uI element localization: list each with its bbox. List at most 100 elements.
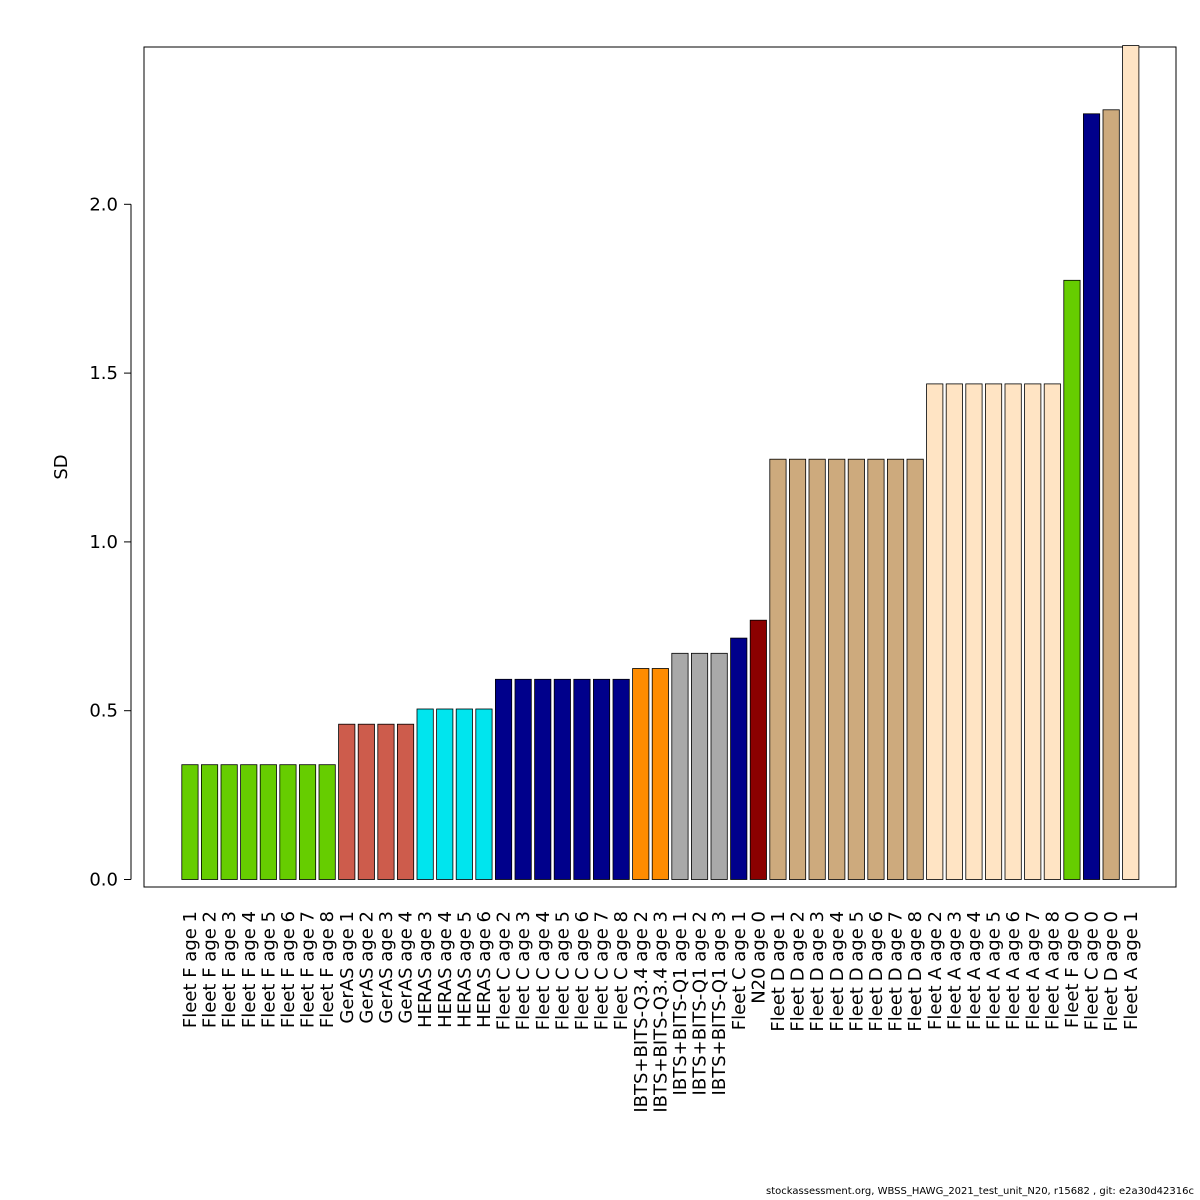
- y-axis-label: SD: [51, 454, 72, 479]
- bar: [847, 458, 865, 880]
- bar: [514, 678, 532, 880]
- bar: [808, 458, 826, 880]
- y-tick-label: 0.5: [89, 701, 118, 722]
- x-tick-label: HERAS age 5: [454, 911, 475, 1028]
- y-tick-label: 2.0: [89, 194, 118, 215]
- x-tick-label: Fleet D age 4: [827, 911, 848, 1032]
- x-tick-label: Fleet F age 1: [180, 911, 201, 1028]
- bar: [396, 723, 415, 880]
- bar: [455, 708, 473, 880]
- x-tick-label: IBTS+BITS-Q3.4 age 3: [650, 911, 671, 1113]
- bar: [200, 764, 219, 880]
- bar: [1102, 109, 1120, 880]
- x-tick-label: Fleet C age 6: [572, 911, 593, 1030]
- bar: [906, 458, 924, 880]
- bar: [671, 652, 689, 880]
- x-tick-label: GerAS age 2: [356, 911, 377, 1024]
- x-tick-label: Fleet D age 8: [905, 911, 926, 1032]
- x-tick-label: GerAS age 4: [396, 911, 417, 1024]
- x-tick-label: Fleet A age 5: [984, 911, 1005, 1030]
- x-tick-label: Fleet D age 0: [1101, 911, 1122, 1032]
- bar: [691, 652, 709, 880]
- x-tick-label: IBTS+BITS-Q1 age 3: [709, 911, 730, 1095]
- bar: [279, 764, 297, 880]
- bar: [338, 723, 356, 880]
- bar: [710, 652, 728, 880]
- y-tick-label: 0.0: [89, 870, 118, 891]
- x-tick-label: Fleet D age 1: [768, 911, 789, 1032]
- x-tick-label: Fleet C age 1: [729, 911, 750, 1030]
- bar: [181, 764, 199, 880]
- x-tick-label: Fleet A age 8: [1042, 911, 1063, 1030]
- bar: [377, 723, 395, 880]
- x-tick-label: Fleet C age 5: [552, 911, 573, 1030]
- x-tick-label: Fleet F age 5: [258, 911, 279, 1028]
- x-tick-label: Fleet A age 6: [1003, 911, 1024, 1030]
- bar: [298, 764, 317, 880]
- x-tick-label: Fleet A age 2: [925, 911, 946, 1030]
- bar: [240, 764, 258, 880]
- x-tick-label: Fleet C age 2: [494, 911, 515, 1030]
- x-tick-label: Fleet F age 7: [298, 911, 319, 1028]
- bar: [416, 708, 434, 880]
- x-tick-label: Fleet F age 0: [1062, 911, 1083, 1028]
- bar: [945, 383, 963, 880]
- bar: [887, 458, 905, 880]
- bar: [259, 764, 277, 880]
- footer-caption: stockassessment.org, WBSS_HAWG_2021_test…: [766, 1186, 1194, 1197]
- x-tick-label: IBTS+BITS-Q1 age 1: [670, 911, 691, 1095]
- bar: [985, 383, 1003, 880]
- x-tick-label: IBTS+BITS-Q3.4 age 2: [631, 911, 652, 1113]
- x-tick-label: HERAS age 4: [435, 911, 456, 1028]
- bar: [494, 678, 513, 880]
- x-tick-label: Fleet D age 3: [807, 911, 828, 1032]
- bar: [926, 383, 944, 880]
- x-tick-label: Fleet A age 4: [964, 911, 985, 1030]
- x-tick-label: Fleet F age 8: [317, 911, 338, 1028]
- x-tick-label: Fleet D age 6: [866, 911, 887, 1032]
- x-tick-label: Fleet C age 8: [611, 911, 632, 1030]
- bar: [789, 458, 807, 880]
- x-tick-label: Fleet A age 3: [944, 911, 965, 1030]
- x-tick-label: Fleet A age 1: [1121, 911, 1142, 1030]
- bar: [730, 637, 748, 880]
- bar: [220, 764, 238, 880]
- bar: [1063, 279, 1081, 880]
- plot-frame: [143, 46, 1177, 888]
- bar: [534, 678, 552, 880]
- y-tick-label: 1.5: [89, 363, 118, 384]
- y-tick-label: 1.0: [89, 532, 118, 553]
- bar: [553, 678, 571, 880]
- x-tick-label: Fleet C age 4: [533, 911, 554, 1030]
- x-tick-label: IBTS+BITS-Q1 age 2: [690, 911, 711, 1095]
- x-tick-label: Fleet F age 4: [239, 911, 260, 1028]
- x-tick-label: Fleet F age 3: [219, 911, 240, 1028]
- y-axis: 0.0 0.5 1.0 1.5 2.0: [89, 194, 132, 891]
- bar: [357, 723, 375, 880]
- bar: [651, 668, 669, 880]
- bar: [1122, 45, 1140, 880]
- bar: [1004, 383, 1022, 880]
- x-tick-label: Fleet D age 2: [788, 911, 809, 1032]
- bar: [436, 708, 454, 880]
- x-tick-label: Fleet C age 0: [1082, 911, 1103, 1030]
- bar: [475, 708, 493, 880]
- bar: [318, 764, 336, 880]
- bar: [1024, 383, 1042, 880]
- bar: [749, 619, 767, 880]
- x-tick-label: Fleet F age 6: [278, 911, 299, 1028]
- bar: [632, 668, 650, 880]
- x-tick-label: Fleet C age 3: [513, 911, 534, 1030]
- bar: [1043, 383, 1061, 880]
- x-tick-label: Fleet C age 7: [592, 911, 613, 1030]
- bar: [828, 458, 846, 880]
- x-tick-label: Fleet D age 5: [846, 911, 867, 1032]
- x-tick-label: HERAS age 3: [415, 911, 436, 1028]
- bar: [965, 383, 983, 880]
- x-tick-label: GerAS age 3: [376, 911, 397, 1024]
- x-tick-label: Fleet D age 7: [886, 911, 907, 1032]
- x-tick-label: GerAS age 1: [337, 911, 358, 1024]
- x-tick-label: HERAS age 6: [474, 911, 495, 1028]
